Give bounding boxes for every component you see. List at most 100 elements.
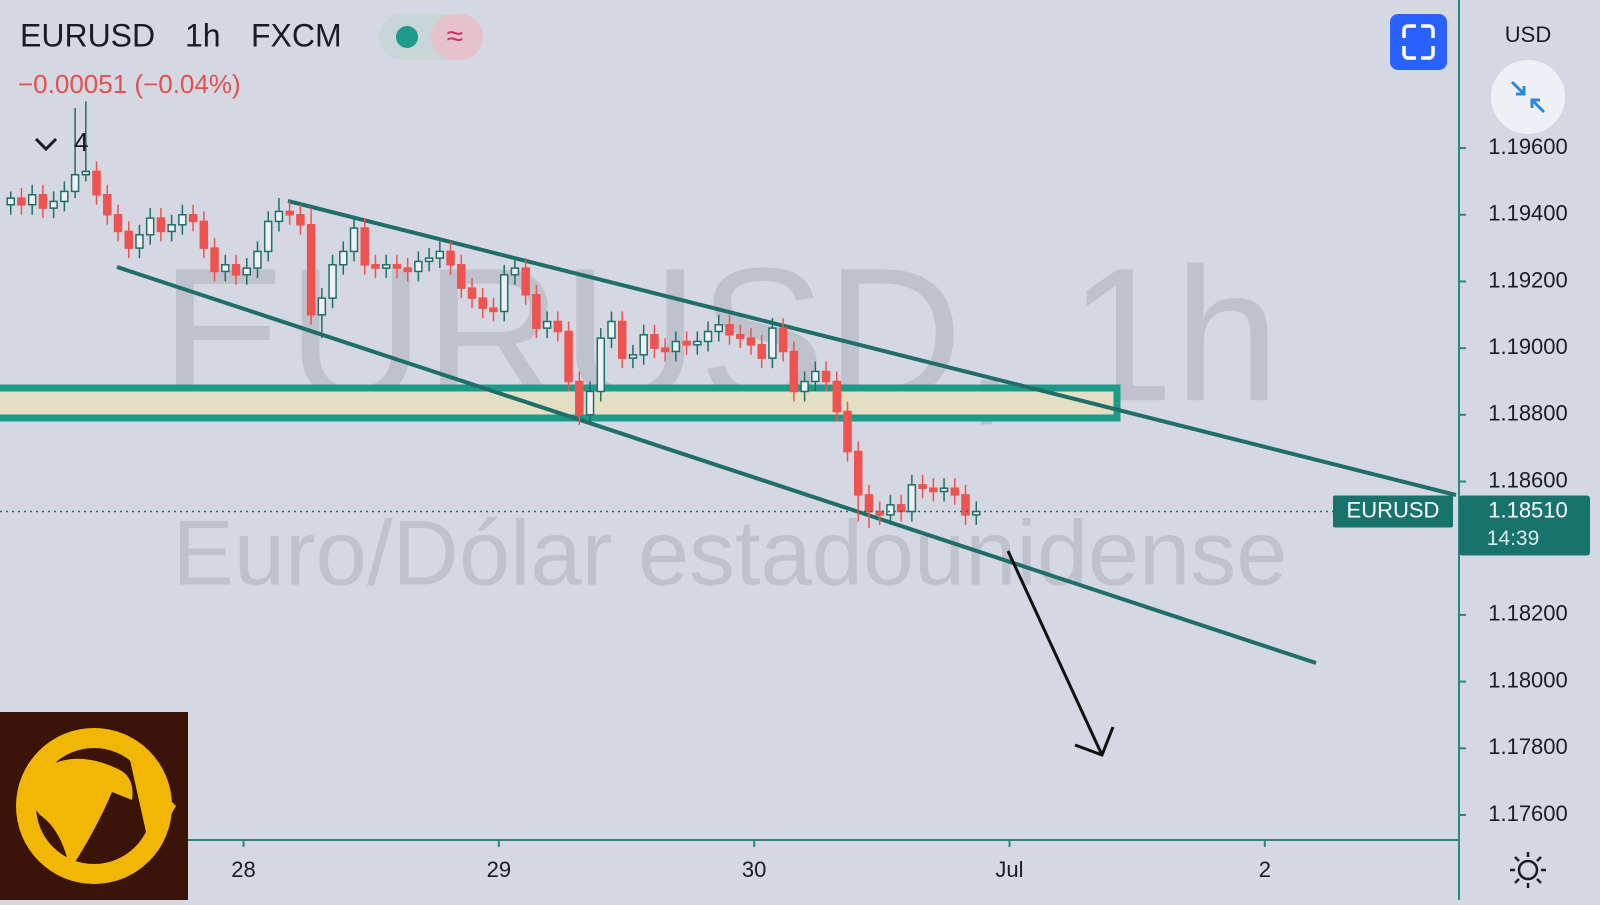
candle-body — [628, 354, 638, 359]
candle-body — [167, 224, 176, 233]
candle-body — [778, 327, 788, 353]
y-tick-label: 1.18000 — [1488, 667, 1568, 692]
candle-body — [306, 224, 316, 316]
candle-body — [81, 170, 91, 176]
candle-body — [746, 337, 756, 346]
candle-body — [178, 214, 187, 226]
candle-body — [221, 264, 230, 273]
candle-body — [896, 504, 906, 513]
candle-body — [263, 220, 273, 253]
candle-body — [392, 264, 402, 269]
candle-body — [6, 197, 15, 206]
candle-body — [650, 334, 659, 349]
candle-body — [113, 214, 123, 233]
collapse-icon — [1510, 80, 1546, 114]
exchange: FXCM — [251, 17, 342, 53]
y-tick-label: 1.19200 — [1488, 267, 1568, 292]
candle-body — [27, 193, 37, 206]
x-tick-label: Jul — [995, 857, 1023, 882]
status-dot — [396, 26, 418, 48]
candle-body — [156, 217, 166, 233]
indicator-count: 4 — [74, 127, 88, 157]
candle-body — [70, 173, 80, 193]
candle-body — [489, 307, 498, 313]
indicator-toggle[interactable] — [34, 137, 58, 152]
candle-body — [961, 494, 970, 516]
candle-body — [607, 320, 616, 339]
candle-body — [231, 264, 241, 276]
candle-body — [585, 390, 595, 416]
interval: 1h — [185, 17, 221, 53]
candle-body — [328, 264, 337, 299]
candles — [6, 101, 981, 529]
candle-body — [864, 494, 874, 513]
y-tick-label: 1.18600 — [1488, 467, 1568, 492]
status-wave: ≈ — [447, 20, 463, 53]
candle-body — [296, 214, 305, 226]
candle-body — [210, 247, 219, 273]
candle-body — [564, 330, 573, 383]
candle-body — [135, 234, 144, 249]
candle-body — [971, 510, 981, 516]
candle-body — [446, 250, 455, 266]
candle-body — [950, 487, 960, 496]
candle-body — [929, 487, 938, 493]
candle-body — [735, 334, 745, 339]
candle-body — [349, 227, 359, 253]
candle-body — [671, 340, 681, 353]
candle-body — [403, 267, 412, 273]
candle-body — [725, 324, 734, 336]
candle-body — [639, 334, 648, 356]
candle-body — [38, 193, 48, 209]
y-tick-label: 1.19000 — [1488, 334, 1568, 359]
candle-body — [60, 190, 69, 203]
candle-body — [414, 260, 423, 273]
candle-body — [703, 330, 713, 343]
candle-body — [188, 214, 198, 223]
candle-body — [124, 230, 133, 249]
candle-body — [510, 267, 520, 276]
logo — [0, 712, 188, 900]
fullscreen-button[interactable] — [1390, 14, 1447, 70]
candle-body — [875, 510, 884, 516]
candle-body — [832, 380, 842, 413]
candle-body — [467, 287, 477, 299]
candle-body — [596, 337, 606, 393]
candle-body — [242, 267, 251, 276]
fullscreen-icon — [1402, 24, 1435, 60]
candle-body — [617, 320, 627, 359]
candle-body — [843, 410, 852, 453]
candle-body — [800, 380, 809, 393]
x-tick-label: 28 — [231, 857, 255, 882]
collapse-button[interactable] — [1491, 60, 1565, 134]
candle-body — [853, 450, 863, 496]
candle-body — [381, 264, 391, 269]
x-tick-label: 29 — [487, 857, 511, 882]
candle-body — [92, 170, 101, 196]
candle-body — [907, 484, 917, 513]
x-tick-label: 2 — [1259, 857, 1271, 882]
candle-body — [886, 504, 895, 516]
candle-body — [274, 210, 284, 223]
candle-body — [499, 274, 509, 313]
y-tick-label: 1.17600 — [1488, 801, 1568, 826]
candle-body — [811, 370, 820, 383]
y-tick-label: 1.18800 — [1488, 401, 1568, 426]
candle-body — [435, 250, 445, 259]
currency: USD — [1505, 22, 1551, 47]
candle-body — [199, 220, 209, 249]
candle-body — [145, 217, 155, 236]
watermark-description: Euro/Dólar estadounidense — [173, 502, 1288, 604]
y-tick-label: 1.19600 — [1488, 134, 1568, 159]
candle-body — [317, 297, 327, 316]
y-tick-label: 1.19400 — [1488, 201, 1568, 226]
countdown: 14:39 — [1487, 527, 1540, 550]
candle-body — [542, 320, 552, 329]
settings-icon[interactable] — [1510, 852, 1546, 888]
candle-body — [682, 340, 691, 346]
axes: 1.17600 1.17800 1.18000 1.18200 1.18600 1.188… — [0, 134, 1590, 882]
candle-body — [457, 264, 466, 289]
